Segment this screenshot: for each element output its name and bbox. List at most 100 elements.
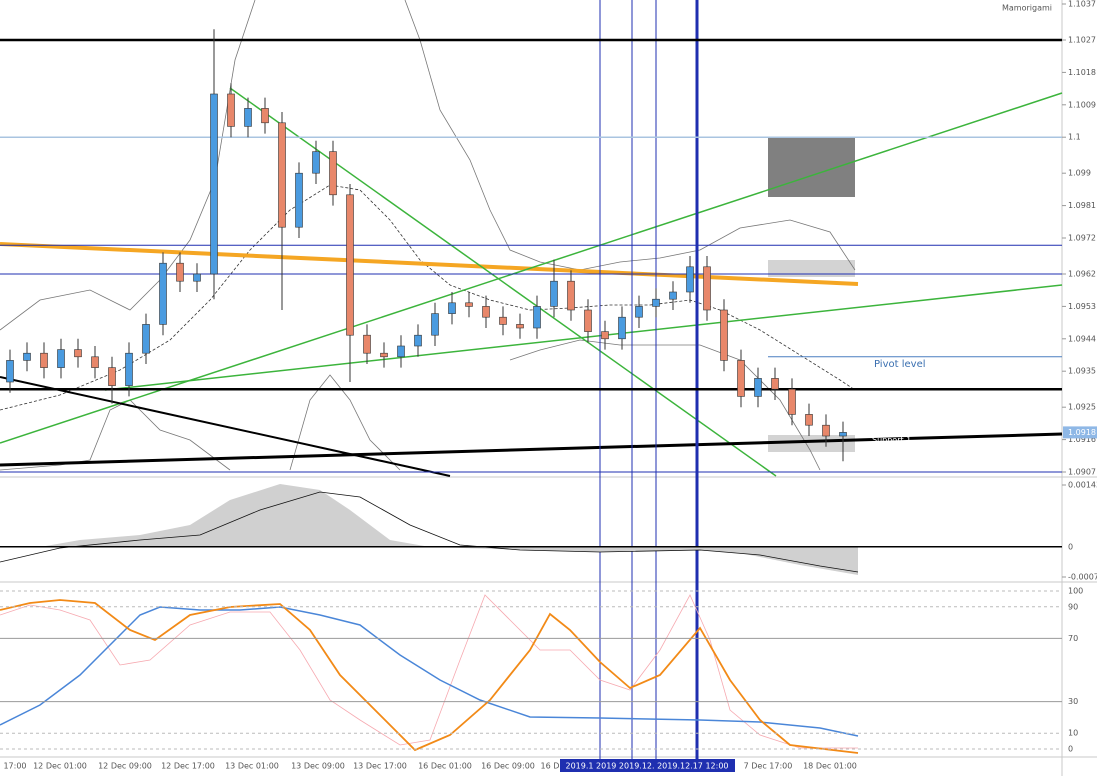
candle-body [720,309,728,361]
candle-body [159,262,167,325]
y-tick-label: 1.0907 [1068,468,1096,477]
y-tick-label: 1.1037 [1068,0,1096,9]
candle-body [482,306,490,318]
support-label: Support 1 [872,436,911,445]
candle-body [618,316,626,340]
candle-body [210,93,218,275]
candle-body [74,349,82,358]
y-tick-label: 1.0925 [1068,403,1096,412]
rsi-line [0,594,858,749]
candle-body [91,356,99,368]
candle-body [669,291,677,300]
candle-body [244,108,252,127]
candle-body [601,331,609,340]
rsi-tick-label: 0 [1068,745,1073,754]
candle-body [142,324,150,354]
candle-body [550,280,558,307]
y-tick-label: 1.0944 [1068,334,1096,343]
candle-body [652,298,660,307]
trend-line [104,284,1063,391]
trend-line [0,242,859,286]
candle-body [295,172,303,228]
macd-tick-label: 0.00143 [1068,481,1097,490]
macd-signal [0,491,859,573]
bollinger-bands [0,0,856,471]
candle-body [635,306,643,318]
candle-body [23,352,31,361]
x-tick-label: 12 Dec 09:00 [98,762,152,771]
candle-body [380,352,388,358]
candle-body [108,367,116,386]
candle-body [686,266,694,293]
candle-body [57,349,65,368]
y-tick-label: 1.1 [1068,133,1081,142]
x-tick-label: 7 Dec 17:00 [744,762,793,771]
candle-body [431,313,439,336]
pivot-label: Pivot level [874,359,926,370]
trend-line [0,376,451,477]
candle-body [737,360,745,397]
candle-body [312,151,320,174]
x-tick-label: 13 Dec 17:00 [353,762,407,771]
moving-average [0,184,856,411]
price-tag-bg [1063,426,1097,439]
macd-tick-label: -0.0007 [1068,573,1097,582]
x-tick-label: 16 D [541,762,560,771]
candle-body [414,334,422,347]
y-tick-label: 1.0916 [1068,435,1096,444]
candle-body [278,122,286,228]
x-tick-label: 13 Dec 09:00 [291,762,345,771]
candle-body [703,266,711,311]
candle-body [125,352,133,386]
candle-body [839,432,847,437]
candle-body [584,309,592,332]
x-tick-label: 12 Dec 17:00 [161,762,215,771]
candle-body [40,352,48,368]
watermark: Mamorigami [1002,4,1052,13]
rsi-tick-label: 70 [1068,634,1078,643]
macd-histogram [0,484,858,575]
rsi-tick-label: 10 [1068,729,1078,738]
x-tick-label: 13 Dec 01:00 [225,762,279,771]
y-tick-label: 1.1027 [1068,36,1096,45]
candle-body [6,360,14,383]
candle-body [788,388,796,415]
cursor-label-bg [560,759,735,772]
x-tick-label: 16 Dec 01:00 [418,762,472,771]
candle-body [771,378,779,390]
y-tick-label: 1.0953 [1068,302,1096,311]
candle-body [363,334,371,354]
candle-body [261,108,269,124]
candle-body [227,93,235,127]
zone-box [768,260,855,277]
candle-body [329,151,337,196]
cursor-label: 2019.1 2019 2019.12. 2019.12.17 12:00 [565,762,728,771]
rsi-tick-label: 30 [1068,697,1078,706]
macd-tick-label: 0 [1068,542,1073,551]
candle-body [822,424,830,437]
candle-body [448,302,456,314]
candle-body [397,345,405,358]
candle-body [533,306,541,329]
rsi-line [0,606,859,737]
x-tick-label: 12 Dec 01:00 [33,762,87,771]
x-tick-label: 17:00 [3,762,26,771]
candle-body [346,194,354,336]
x-tick-label: 18 Dec 01:00 [803,762,857,771]
x-tick-label: 16 Dec 09:00 [481,762,535,771]
y-tick-label: 1.0962 [1068,270,1096,279]
rsi-tick-label: 100 [1068,587,1083,596]
candle-body [516,324,524,329]
rsi-tick-label: 90 [1068,602,1078,611]
candle-body [754,378,762,397]
candle-body [805,414,813,426]
candle-body [176,262,184,282]
y-tick-label: 1.1009 [1068,100,1096,109]
vertical-lines [599,0,699,765]
y-tick-label: 1.099 [1068,169,1091,178]
trend-line [0,92,1063,444]
y-tick-label: 1.0935 [1068,367,1096,376]
candle-body [465,302,473,307]
